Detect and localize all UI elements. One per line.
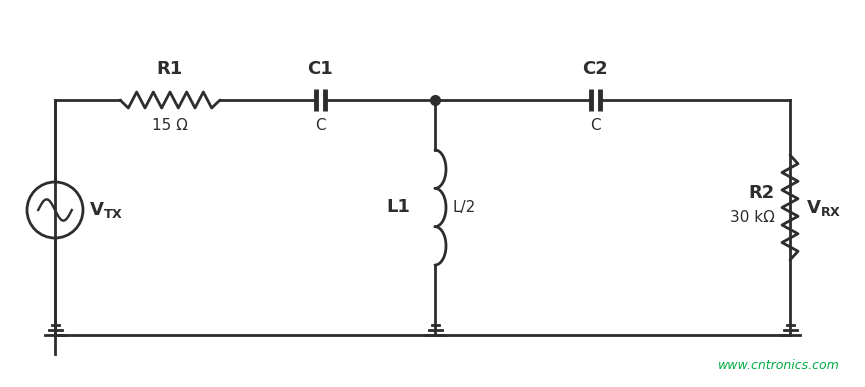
Text: $\mathbf{V_{RX}}$: $\mathbf{V_{RX}}$ (806, 197, 842, 217)
Text: www.cntronics.com: www.cntronics.com (718, 359, 840, 372)
Text: $\mathbf{V_{TX}}$: $\mathbf{V_{TX}}$ (89, 200, 123, 220)
Text: C2: C2 (582, 60, 608, 78)
Text: R1: R1 (157, 60, 183, 78)
Text: 15 Ω: 15 Ω (152, 118, 188, 133)
Text: R2: R2 (749, 183, 775, 202)
Text: C: C (590, 118, 600, 133)
Text: C1: C1 (307, 60, 333, 78)
Text: L1: L1 (386, 199, 410, 216)
Text: L/2: L/2 (452, 200, 475, 215)
Text: 30 kΩ: 30 kΩ (730, 210, 775, 225)
Text: C: C (315, 118, 325, 133)
